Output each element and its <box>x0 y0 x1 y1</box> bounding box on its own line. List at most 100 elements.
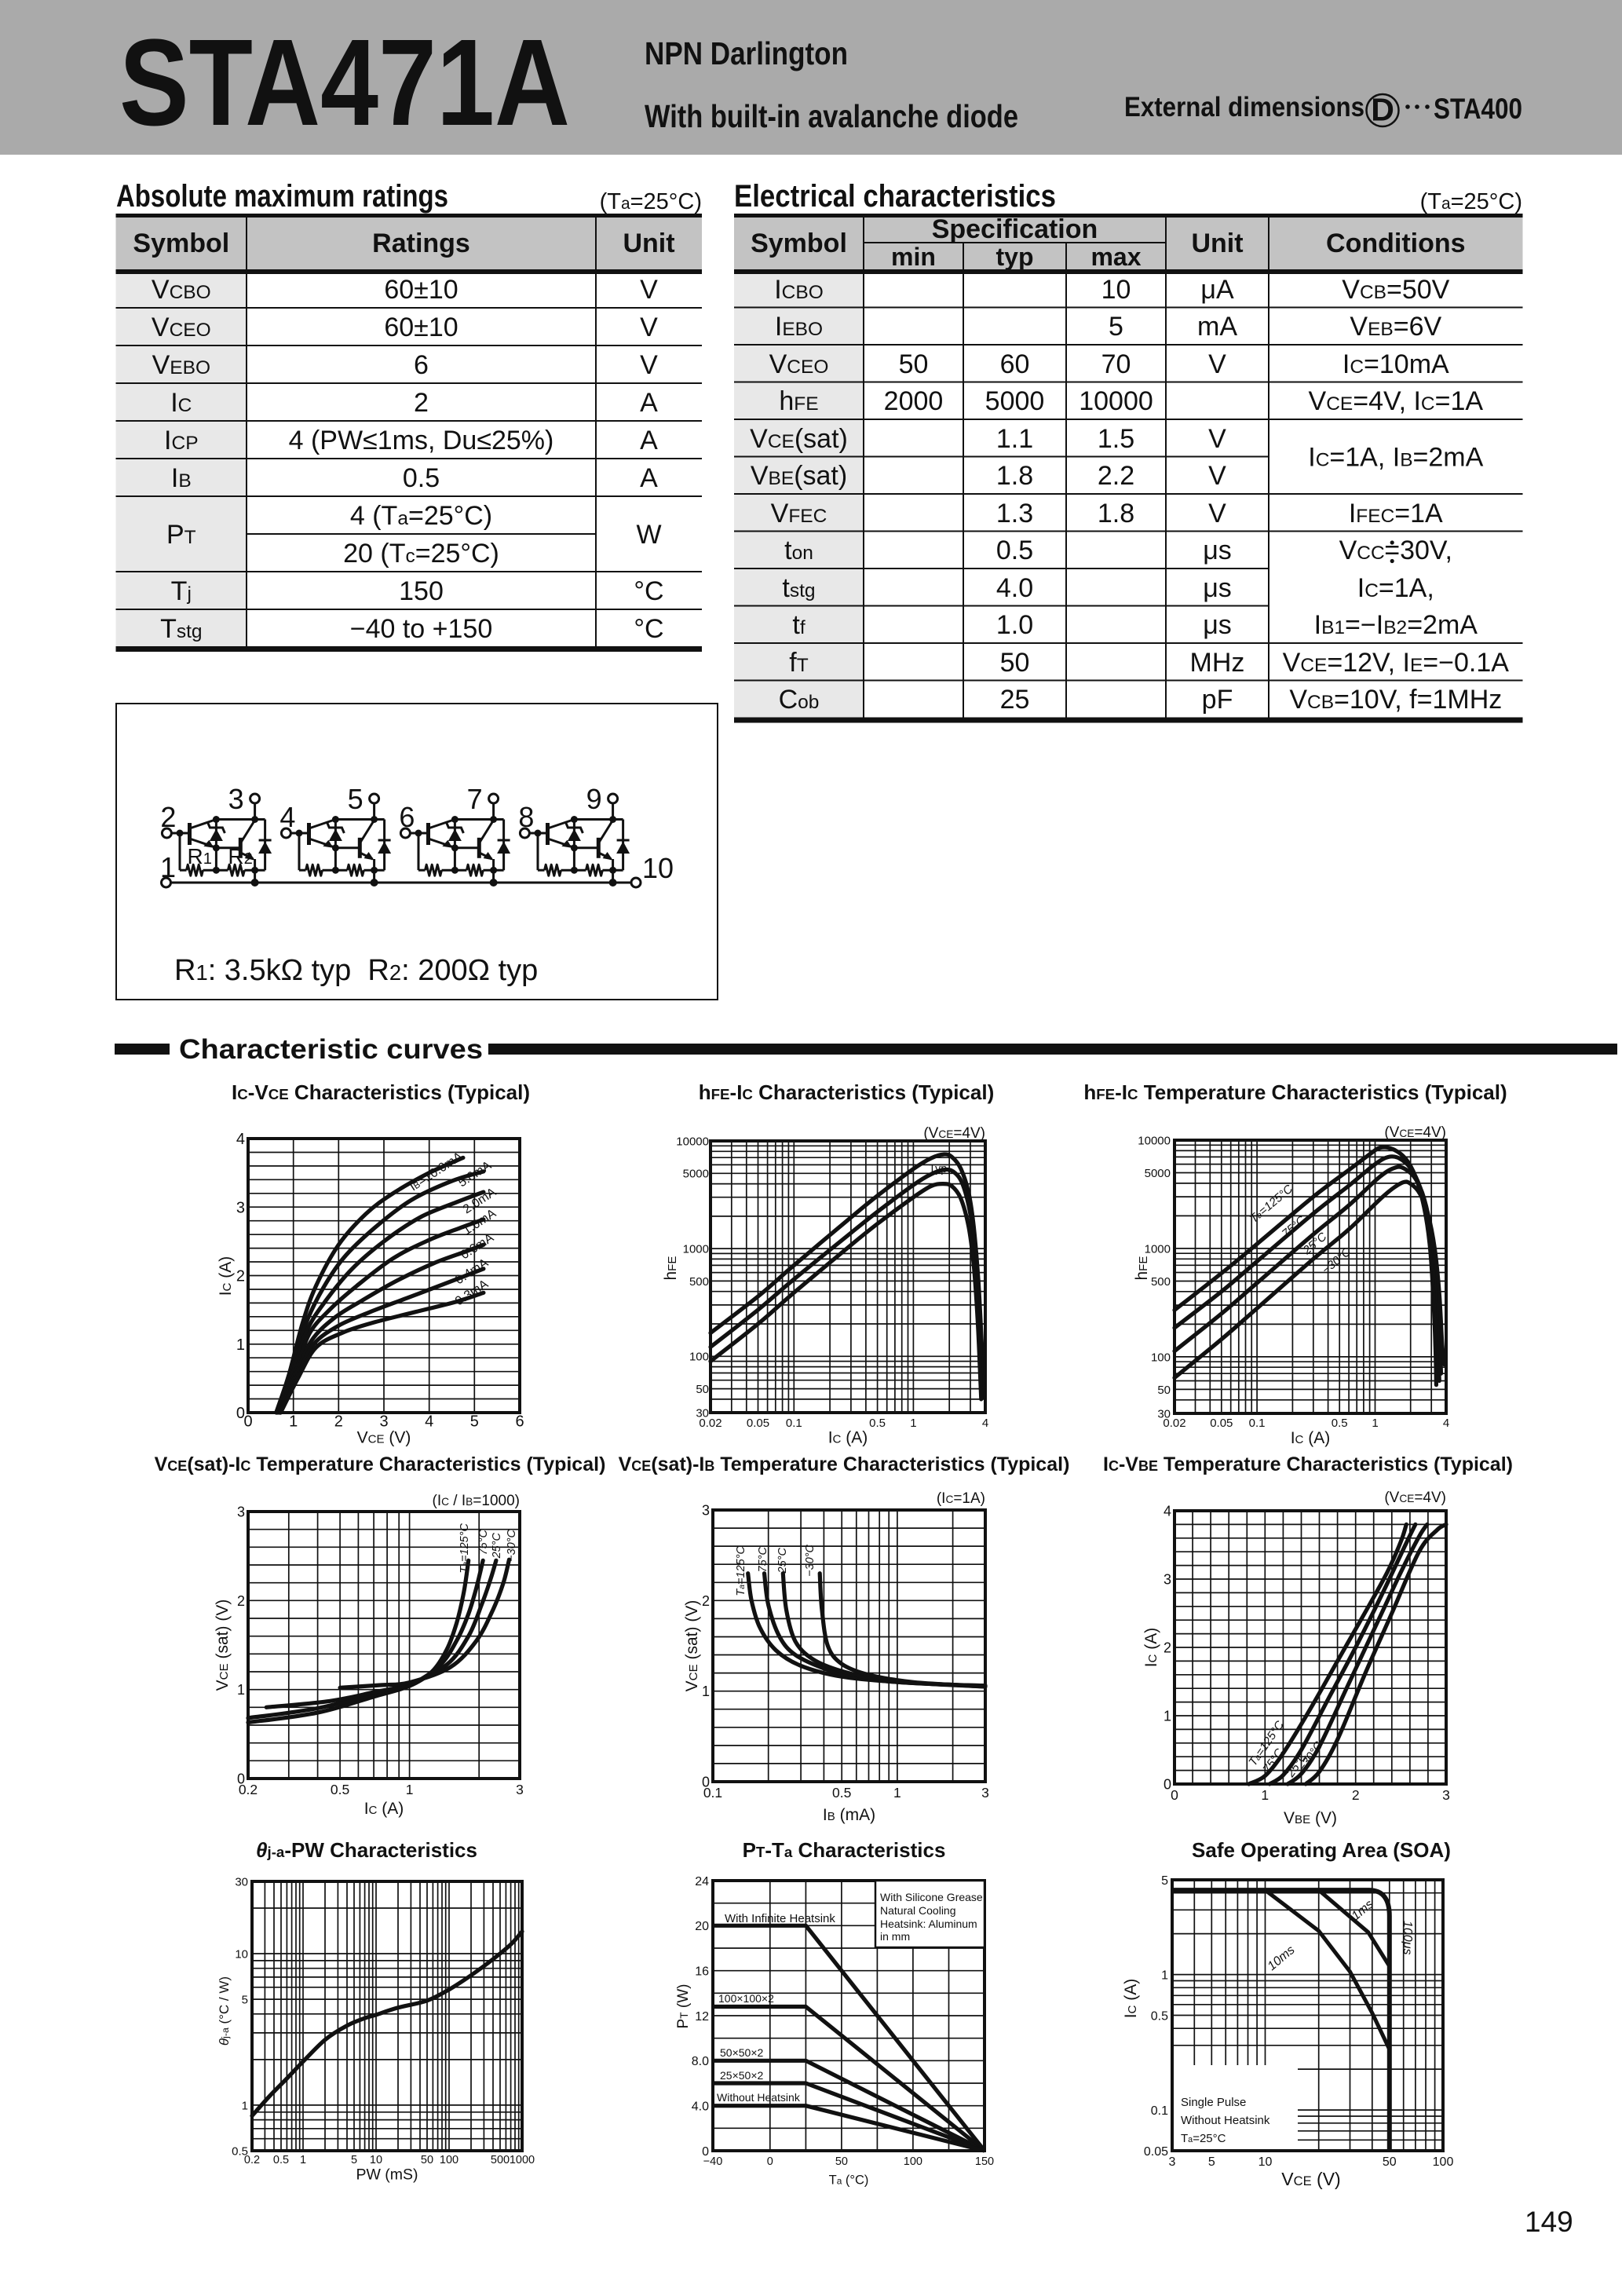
svg-text:0: 0 <box>767 2155 773 2168</box>
svg-text:2: 2 <box>334 1413 343 1431</box>
svg-text:100×100×2: 100×100×2 <box>718 1992 774 2005</box>
svg-text:0: 0 <box>243 1413 252 1431</box>
svg-text:tf: tf <box>792 610 805 640</box>
svg-text:hFE: hFE <box>1133 1256 1151 1281</box>
svg-text:10000: 10000 <box>1138 1134 1171 1147</box>
svg-text:3: 3 <box>1442 1787 1450 1803</box>
svg-text:75°C: 75°C <box>477 1529 490 1555</box>
svg-text:16: 16 <box>695 1965 709 1978</box>
svg-text:μs: μs <box>1203 536 1232 565</box>
svg-text:μA: μA <box>1200 275 1234 305</box>
svg-text:R1: 3.5kΩ typ R2: 200Ω typ: R1: 3.5kΩ typ R2: 200Ω typ <box>174 954 538 987</box>
svg-text:STA400: STA400 <box>1434 92 1522 125</box>
svg-text:0: 0 <box>702 2145 709 2159</box>
svg-text:100: 100 <box>1151 1351 1171 1364</box>
svg-text:6: 6 <box>399 801 415 833</box>
svg-text:MHz: MHz <box>1190 648 1245 678</box>
svg-text:10: 10 <box>235 1947 248 1961</box>
svg-text:0.1: 0.1 <box>1249 1417 1266 1430</box>
svg-text:5: 5 <box>348 783 363 815</box>
svg-text:Single Pulse: Single Pulse <box>1181 2096 1246 2109</box>
svg-text:A: A <box>640 463 658 493</box>
svg-text:100: 100 <box>440 2154 458 2166</box>
svg-text:typ: typ <box>996 243 1034 271</box>
svg-text:1000: 1000 <box>510 2154 535 2166</box>
svg-text:1.8: 1.8 <box>996 461 1033 491</box>
svg-text:149: 149 <box>1525 2206 1573 2238</box>
svg-text:(VCE=4V): (VCE=4V) <box>1384 1490 1446 1506</box>
svg-text:60±10: 60±10 <box>384 275 458 305</box>
svg-text:5: 5 <box>1109 312 1123 342</box>
svg-text:(IC=1A): (IC=1A) <box>937 1490 985 1507</box>
svg-text:A: A <box>640 388 658 418</box>
svg-text:2: 2 <box>160 801 176 833</box>
svg-text:θj-a-PW Characteristics: θj-a-PW Characteristics <box>256 1838 477 1862</box>
svg-text:3: 3 <box>702 1503 710 1519</box>
svg-text:1: 1 <box>237 1682 245 1698</box>
svg-text:D: D <box>1371 92 1394 128</box>
svg-text:5: 5 <box>242 1994 248 2007</box>
svg-text:IC-VBE Temperature Characteris: IC-VBE Temperature Characteristics (Typi… <box>1103 1453 1513 1475</box>
svg-text:−30°C: −30°C <box>506 1529 518 1561</box>
svg-text:1: 1 <box>910 1417 916 1430</box>
svg-text:VBE(sat): VBE(sat) <box>751 461 847 491</box>
svg-text:V: V <box>1208 461 1226 491</box>
svg-text:Ta=125°C: Ta=125°C <box>458 1523 471 1573</box>
svg-text:50: 50 <box>1000 648 1030 678</box>
svg-text:2: 2 <box>414 388 429 418</box>
svg-text:0.2: 0.2 <box>244 2154 260 2166</box>
svg-text:1: 1 <box>289 1413 298 1431</box>
svg-text:(Ta=25°C): (Ta=25°C) <box>1420 189 1522 214</box>
svg-text:5000: 5000 <box>985 386 1045 416</box>
svg-text:0.2: 0.2 <box>239 1782 258 1797</box>
svg-text:100: 100 <box>689 1351 709 1364</box>
svg-text:Without Heatsink: Without Heatsink <box>1181 2114 1270 2127</box>
svg-text:4.0: 4.0 <box>996 573 1033 603</box>
svg-text:1: 1 <box>160 851 176 883</box>
svg-text:Symbol: Symbol <box>751 229 847 258</box>
svg-text:2: 2 <box>702 1593 710 1609</box>
svg-text:PT-Ta Characteristics: PT-Ta Characteristics <box>743 1838 946 1862</box>
svg-text:100: 100 <box>1433 2155 1454 2169</box>
svg-text:500: 500 <box>491 2154 510 2166</box>
svg-text:2: 2 <box>237 1593 245 1609</box>
svg-text:hFE: hFE <box>662 1256 680 1281</box>
svg-text:2.2: 2.2 <box>1098 461 1134 491</box>
svg-text:4.0: 4.0 <box>692 2100 709 2113</box>
svg-text:1: 1 <box>1164 1709 1171 1724</box>
svg-text:1.5: 1.5 <box>1098 424 1134 454</box>
svg-text:1: 1 <box>236 1336 245 1354</box>
svg-text:30V,: 30V, <box>1400 536 1452 565</box>
svg-text:0.5: 0.5 <box>869 1417 886 1430</box>
svg-text:50: 50 <box>899 349 929 379</box>
svg-text:10: 10 <box>370 2154 382 2166</box>
svg-text:100: 100 <box>904 2155 922 2168</box>
svg-text:8.0: 8.0 <box>692 2055 709 2068</box>
svg-text:0.5: 0.5 <box>331 1782 349 1797</box>
svg-text:Electrical characteristics: Electrical characteristics <box>734 179 1056 214</box>
svg-text:1: 1 <box>1161 1969 1168 1982</box>
svg-text:With Infinite Heatsink: With Infinite Heatsink <box>725 1912 835 1925</box>
svg-text:0: 0 <box>237 1771 245 1787</box>
svg-text:100μs: 100μs <box>1401 1921 1414 1954</box>
svg-text:5000: 5000 <box>683 1168 709 1181</box>
svg-text:IC (A): IC (A) <box>217 1256 235 1296</box>
svg-text:4: 4 <box>236 1131 245 1148</box>
svg-text:3: 3 <box>379 1413 388 1431</box>
svg-text:0.1: 0.1 <box>703 1785 722 1801</box>
svg-text:pF: pF <box>1202 685 1233 715</box>
svg-text:1: 1 <box>893 1785 901 1801</box>
svg-text:VCB=50V: VCB=50V <box>1342 275 1449 305</box>
svg-text:50: 50 <box>835 2155 848 2168</box>
svg-text:50: 50 <box>1383 2155 1397 2169</box>
svg-text:μs: μs <box>1203 610 1232 640</box>
svg-text:−40: −40 <box>703 2155 723 2168</box>
svg-text:5: 5 <box>1208 2155 1215 2169</box>
svg-text:Specification: Specification <box>932 214 1098 244</box>
svg-text:V: V <box>1208 499 1226 528</box>
svg-text:50: 50 <box>1157 1384 1171 1397</box>
svg-text:75°C: 75°C <box>757 1546 769 1572</box>
svg-text:0: 0 <box>1164 1777 1171 1793</box>
svg-text:in mm: in mm <box>880 1930 910 1943</box>
svg-text:500: 500 <box>689 1275 709 1289</box>
